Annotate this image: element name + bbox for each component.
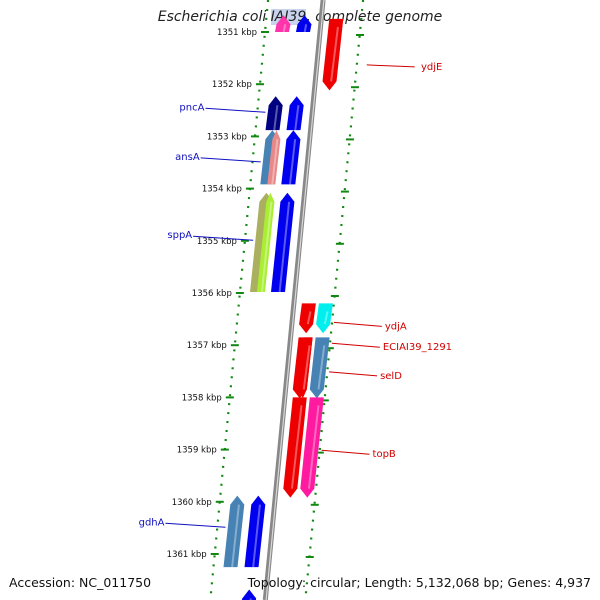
gene-ansa-label[interactable]: ansA — [175, 152, 200, 163]
gene-shading — [303, 24, 308, 33]
gene-shading — [290, 405, 303, 489]
gene-ydja-label[interactable]: ydjA — [385, 321, 407, 332]
gene-feature[interactable] — [322, 18, 344, 91]
gene-pnca-label[interactable]: pncA — [179, 102, 204, 113]
gene-feature[interactable] — [267, 130, 281, 185]
gene-eciai39-1291[interactable] — [309, 337, 330, 399]
gene-feature[interactable] — [275, 15, 291, 33]
gene-shading — [260, 201, 273, 293]
tick-label: 1357 kbp — [187, 341, 227, 351]
gene-seld[interactable] — [298, 337, 313, 399]
ruler-right-dotted — [304, 0, 365, 600]
gene-feature[interactable] — [271, 192, 295, 292]
gene-label-leader — [333, 321, 382, 327]
gene-shading — [289, 139, 297, 185]
accession-label: Accession: NC_011750 — [9, 575, 152, 590]
tick-label: 1352 kbp — [212, 80, 252, 90]
gene-shading — [273, 105, 279, 131]
gene-label-leader — [193, 235, 254, 241]
tick-label: 1360 kbp — [172, 498, 212, 508]
tick-label: 1351 kbp — [217, 28, 257, 38]
gene-sppa-label[interactable]: sppA — [167, 230, 192, 241]
gene-shading — [307, 405, 320, 489]
gene-feature[interactable] — [244, 495, 266, 568]
gene-shading — [306, 311, 312, 325]
genome-backbone-highlight — [265, 0, 325, 600]
gene-topb[interactable] — [300, 397, 324, 498]
tick-label: 1358 kbp — [182, 393, 222, 403]
genome-summary: Topology: circular; Length: 5,132,068 bp… — [247, 575, 591, 590]
gene-label-leader — [200, 157, 261, 163]
gene-shading — [294, 105, 300, 131]
gene-shading — [231, 504, 240, 568]
gene-seld-label[interactable]: selD — [380, 371, 402, 382]
gene-feature[interactable] — [296, 15, 312, 33]
gene-gdha-label[interactable]: gdhA — [139, 517, 165, 528]
gene-label-leader — [331, 342, 380, 348]
gene-label-leader — [321, 449, 370, 455]
gene-pnca[interactable] — [265, 96, 283, 131]
gene-shading — [317, 345, 326, 390]
gene-shading — [282, 24, 287, 33]
gene-shading — [323, 311, 329, 325]
tick-label: 1361 kbp — [167, 550, 207, 560]
tick-label: 1355 kbp — [197, 237, 237, 247]
gene-shading — [330, 26, 339, 82]
gene-label-leader — [366, 64, 415, 68]
gene-shading — [302, 345, 311, 390]
gene-eciai39-1291-label[interactable]: ECIAI39_1291 — [383, 342, 452, 353]
title-prefix: Escherichia coli — [157, 9, 271, 25]
gene-feature[interactable] — [283, 397, 307, 498]
tick-label: 1354 kbp — [202, 185, 242, 195]
gene-label-leader — [329, 371, 378, 377]
gene-shading — [252, 504, 261, 568]
ruler-left-dotted — [209, 0, 270, 600]
genome-backbone — [262, 0, 326, 600]
gene-ydja[interactable] — [316, 303, 333, 334]
gene-gdha[interactable] — [223, 495, 245, 568]
tick-label: 1356 kbp — [192, 289, 232, 299]
tick-label: 1359 kbp — [177, 446, 217, 456]
gene-feature[interactable] — [299, 303, 316, 334]
gene-feature[interactable] — [241, 589, 257, 600]
gene-feature[interactable] — [281, 130, 301, 185]
gene-label-leader — [205, 107, 266, 113]
gene-label-leader — [165, 522, 226, 528]
gene-feature[interactable] — [257, 192, 275, 292]
gene-shading — [271, 139, 279, 185]
gene-feature[interactable] — [286, 96, 304, 131]
gene-shading — [249, 598, 252, 600]
gene-shading — [278, 201, 291, 293]
tick-label: 1353 kbp — [207, 132, 247, 142]
gene-topb-label[interactable]: topB — [373, 449, 396, 460]
